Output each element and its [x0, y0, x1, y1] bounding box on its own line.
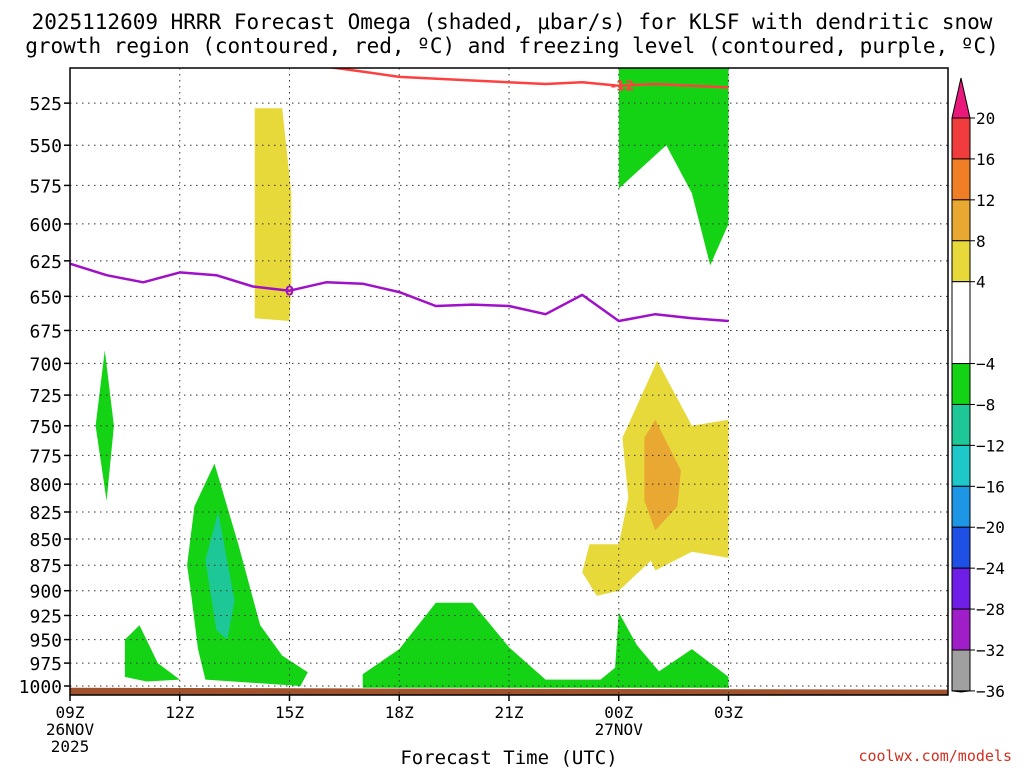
omega-region-green-19z	[362, 602, 729, 688]
colorbar-bin-12	[951, 158, 971, 201]
x-tick-label-9-0: 09Z	[56, 703, 85, 722]
x-axis-title: Forecast Time (UTC)	[400, 747, 617, 768]
colorbar-label-5: −4	[976, 355, 995, 374]
colorbar-label-3: 8	[976, 232, 986, 251]
y-tick-label-750: 750	[29, 417, 62, 438]
freezing-contour-line	[70, 262, 729, 323]
colorbar-bin-neg28	[951, 567, 971, 610]
y-tick-label-1000: 1000	[19, 677, 62, 698]
y-tick-label-550: 550	[29, 136, 62, 157]
colorbar-label-0: 20	[976, 109, 995, 128]
colorbar-label-1: 16	[976, 150, 995, 169]
x-tick-label-9-2: 2025	[51, 737, 90, 756]
colorbar-label-11: −28	[976, 600, 1005, 619]
ground-terrain	[70, 687, 948, 695]
x-tick-label-12-0: 12Z	[165, 703, 194, 722]
omega-region-green-10z	[95, 350, 114, 501]
colorbar-bin-neg40	[951, 690, 971, 693]
colorbar-bin-8	[951, 199, 971, 242]
y-tick-label-975: 975	[29, 654, 62, 675]
y-tick-label-725: 725	[29, 386, 62, 407]
omega-region-yellow-15z	[254, 108, 292, 321]
dgz-contour-label: -12	[611, 80, 635, 95]
colorbar-label-7: −12	[976, 436, 1005, 455]
chart-title-line-1: 2025112609 HRRR Forecast Omega (shaded, …	[31, 10, 993, 34]
x-tick-label-9-1: 26NOV	[46, 720, 95, 739]
colorbar-bin-neg24	[951, 526, 971, 569]
y-tick-label-775: 775	[29, 446, 62, 467]
y-tick-label-600: 600	[29, 215, 62, 236]
colorbar-label-12: −32	[976, 641, 1005, 660]
y-tick-label-525: 525	[29, 94, 62, 115]
colorbar-bin-neg4	[951, 281, 971, 365]
y-tick-label-625: 625	[29, 252, 62, 273]
colorbar-label-6: −8	[976, 395, 995, 414]
omega-region-teal-13z	[205, 512, 235, 640]
y-tick-label-875: 875	[29, 556, 62, 577]
y-tick-label-575: 575	[29, 176, 62, 197]
y-tick-label-650: 650	[29, 287, 62, 308]
x-tick-label-27-0: 03Z	[714, 703, 743, 722]
colorbar-label-2: 12	[976, 191, 995, 210]
colorbar-bin-16	[951, 117, 971, 160]
colorbar-bin-neg16	[951, 444, 971, 487]
x-tick-label-24-1: 27NOV	[595, 720, 644, 739]
colorbar-label-10: −24	[976, 559, 1005, 578]
x-tick-label-15-0: 15Z	[275, 703, 304, 722]
colorbar-bin-neg20	[951, 485, 971, 528]
dgz-contour-line	[326, 68, 729, 89]
y-tick-label-700: 700	[29, 354, 62, 375]
omega-region-orange-01z	[644, 419, 681, 531]
colorbar-label-13: −36	[976, 682, 1005, 701]
colorbar-bin-neg36	[951, 649, 971, 692]
colorbar-label-4: 4	[976, 273, 986, 292]
y-tick-label-850: 850	[29, 530, 62, 551]
colorbar-label-8: −16	[976, 477, 1005, 496]
x-tick-label-24-0: 00Z	[604, 703, 633, 722]
y-tick-label-925: 925	[29, 606, 62, 627]
colorbar-bin-20	[951, 77, 971, 119]
colorbar-label-9: −20	[976, 518, 1005, 537]
watermark[interactable]: coolwx.com/models	[858, 747, 1012, 765]
colorbar-bin-neg8	[951, 363, 971, 405]
y-tick-label-825: 825	[29, 503, 62, 524]
colorbar-bin-neg32	[951, 608, 971, 651]
colorbar-bin-4	[951, 240, 971, 283]
omega-region-green-13z	[187, 463, 308, 686]
y-tick-label-950: 950	[29, 631, 62, 652]
y-tick-label-900: 900	[29, 582, 62, 603]
freezing-contour-label: 0	[285, 285, 294, 300]
chart-title-line-2: growth region (contoured, red, ºC) and f…	[25, 34, 999, 58]
omega-region-green-11z	[124, 625, 180, 682]
x-tick-label-18-0: 18Z	[385, 703, 414, 722]
y-tick-label-675: 675	[29, 321, 62, 342]
colorbar: 20 16 12 8 4 −4 −8 −12 −16 −20 −24 −28 −32 −36	[951, 77, 1005, 701]
plot-area: -12 0	[70, 68, 948, 695]
colorbar-bin-neg12	[951, 403, 971, 446]
x-tick-label-21-0: 21Z	[495, 703, 524, 722]
y-tick-label-800: 800	[29, 475, 62, 496]
omega-region-green-upper	[618, 68, 729, 266]
